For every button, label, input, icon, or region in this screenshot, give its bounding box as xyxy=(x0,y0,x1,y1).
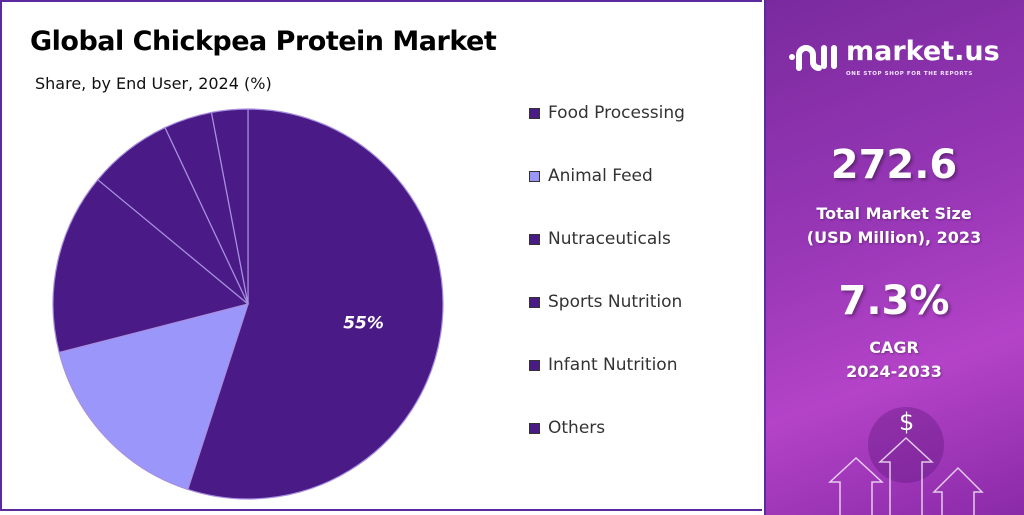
legend-swatch xyxy=(529,233,540,245)
pie-slice-food-processing xyxy=(186,108,444,500)
background-decoration xyxy=(828,407,984,515)
legend-item: Animal Feed xyxy=(529,165,653,187)
market-size-label: Total Market Size xyxy=(816,204,972,223)
pie-chart: 55% xyxy=(52,108,444,500)
legend-item: Sports Nutrition xyxy=(529,291,682,313)
chart-title: Global Chickpea Protein Market xyxy=(30,26,497,57)
stats-panel: market.us ONE STOP SHOP FOR THE REPORTS … xyxy=(764,0,1024,515)
legend-swatch xyxy=(529,107,540,119)
dollar-icon: $ xyxy=(899,408,915,436)
pie-slice-animal-feed xyxy=(58,303,249,491)
legend-label: Food Processing xyxy=(548,103,685,123)
legend-swatch xyxy=(529,296,540,308)
legend-swatch xyxy=(529,422,540,434)
brand-tagline: ONE STOP SHOP FOR THE REPORTS xyxy=(846,71,973,77)
legend-label: Sports Nutrition xyxy=(548,292,683,312)
legend-item: Infant Nutrition xyxy=(529,354,677,376)
legend-item: Food Processing xyxy=(529,102,685,124)
legend-item: Others xyxy=(529,417,605,439)
cagr-label: CAGR xyxy=(869,338,919,357)
legend-label: Nutraceuticals xyxy=(548,229,671,249)
legend-label: Infant Nutrition xyxy=(548,355,678,375)
cagr-value: 7.3% xyxy=(838,278,950,324)
data-label: 55% xyxy=(343,313,384,333)
pie-slice-nutraceuticals xyxy=(52,178,250,354)
arrow-up-icons xyxy=(828,436,984,515)
legend-label: Animal Feed xyxy=(548,166,653,186)
legend-swatch xyxy=(529,170,540,182)
brand-name: market.us xyxy=(846,36,1000,67)
chart-panel: Global Chickpea Protein Market Share, by… xyxy=(0,0,762,511)
legend-label: Others xyxy=(548,418,606,438)
market-size-value: 272.6 xyxy=(830,142,958,188)
legend-item: Nutraceuticals xyxy=(529,228,671,250)
market-us-logo-icon xyxy=(789,45,837,71)
brand-logo: market.us ONE STOP SHOP FOR THE REPORTS xyxy=(788,36,1000,78)
legend-swatch xyxy=(529,359,540,371)
cagr-period: 2024-2033 xyxy=(846,362,942,381)
chart-subtitle: Share, by End User, 2024 (%) xyxy=(35,74,272,93)
market-size-unit: (USD Million), 2023 xyxy=(806,228,982,247)
pie-slice-others xyxy=(210,108,249,305)
